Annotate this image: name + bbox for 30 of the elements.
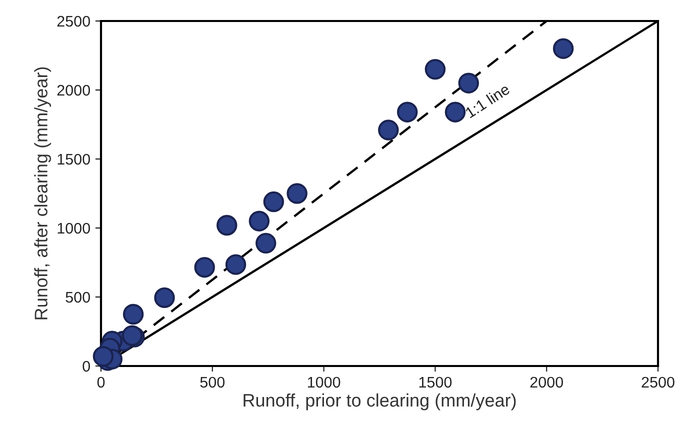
x-tick-label: 0 <box>97 376 105 388</box>
point <box>248 210 270 232</box>
point <box>256 232 276 254</box>
point <box>225 254 246 275</box>
y-axis-title: Runoff, after clearing (mm/year) <box>34 67 52 320</box>
point <box>194 256 215 278</box>
x-axis-title: Runoff, prior to clearing (mm/year) <box>244 393 516 410</box>
point <box>263 191 284 212</box>
y-tick-label: 500 <box>66 292 90 303</box>
point <box>396 102 418 122</box>
y-tick-label: 1000 <box>58 222 90 234</box>
x-tick-label: 2500 <box>642 376 674 388</box>
x-tick-label: 1500 <box>419 376 452 388</box>
point <box>378 120 399 140</box>
x-tick-label: 500 <box>200 376 225 388</box>
x-tick-label: 2000 <box>530 376 563 388</box>
point <box>216 214 238 236</box>
point <box>154 287 175 308</box>
y-tick-label: 0 <box>82 360 90 372</box>
annotation: 1:1 line <box>464 83 510 118</box>
point <box>552 38 574 59</box>
point <box>458 72 479 94</box>
y-tick-label: 2000 <box>57 84 90 96</box>
x-tick-label: 1000 <box>308 376 340 388</box>
point <box>286 183 308 204</box>
point <box>122 304 144 325</box>
point <box>444 102 466 122</box>
y-tick-label: 1500 <box>58 154 90 165</box>
point <box>424 58 446 80</box>
y-tick-label: 2500 <box>57 16 90 27</box>
